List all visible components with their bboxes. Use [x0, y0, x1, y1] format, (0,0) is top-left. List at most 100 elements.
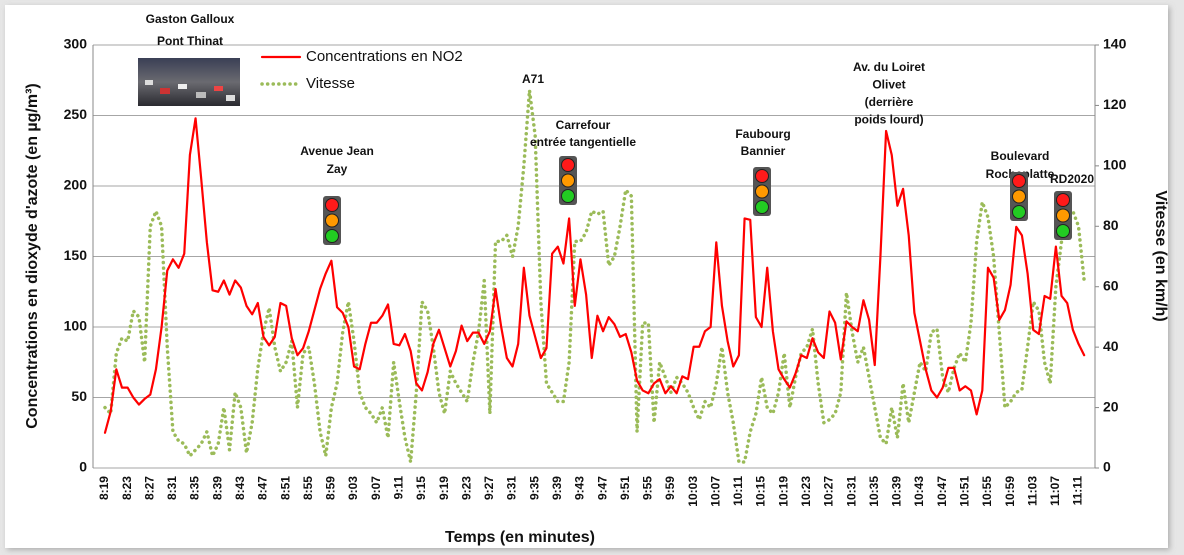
x-tick-label: 8:43 [233, 476, 247, 500]
annotation: Av. du Loiret [853, 60, 925, 74]
x-tick-label: 11:07 [1048, 476, 1062, 506]
traffic-light-lamp [325, 229, 339, 243]
x-tick-label: 9:11 [391, 476, 405, 500]
y2-tick-label: 120 [1103, 96, 1127, 112]
y-tick-label: 50 [71, 388, 87, 404]
x-axis-label: Temps (en minutes) [445, 529, 595, 546]
x-tick-label: 10:23 [799, 476, 813, 507]
y-tick-label: 100 [64, 318, 88, 334]
traffic-light-lamp [1012, 205, 1026, 219]
traffic-light-lamp [561, 158, 575, 172]
traffic-light-lamp [755, 184, 769, 199]
annotation: Olivet [872, 78, 905, 92]
y-tick-label: 300 [64, 36, 88, 52]
traffic-light-lamp [755, 200, 769, 214]
x-tick-label: 10:43 [912, 476, 926, 507]
x-tick-label: 8:23 [120, 476, 134, 500]
x-tick-label: 9:43 [573, 476, 587, 500]
x-tick-label: 8:35 [188, 476, 202, 500]
annotation: Zay [327, 162, 348, 176]
series-line [103, 88, 1086, 464]
x-tick-label: 11:11 [1071, 476, 1085, 506]
x-tick-label: 9:35 [527, 476, 541, 500]
x-tick-label: 8:47 [256, 476, 270, 500]
annotation: Boulevard [991, 149, 1050, 163]
annotation: Gaston Galloux [146, 12, 235, 26]
x-tick-label: 10:15 [754, 476, 768, 507]
y2-tick-label: 100 [1103, 157, 1127, 173]
annotation: RD2020 [1050, 172, 1094, 186]
annotation: poids lourd) [854, 113, 923, 127]
y-tick-label: 200 [64, 177, 88, 193]
traffic-light-lamp [325, 198, 339, 212]
x-tick-label: 10:07 [708, 476, 722, 507]
x-tick-label: 9:31 [505, 476, 519, 500]
y2-tick-label: 0 [1103, 459, 1111, 475]
annotation: Bannier [741, 144, 786, 158]
traffic-light-lamp [1056, 208, 1070, 223]
x-tick-label: 9:23 [459, 476, 473, 500]
x-tick-label: 8:39 [210, 476, 224, 500]
x-tick-label: 8:51 [278, 476, 292, 500]
x-tick-label: 9:03 [346, 476, 360, 500]
x-tick-label: 9:15 [414, 476, 428, 500]
y-tick-label: 150 [64, 247, 88, 263]
x-tick-label: 9:55 [641, 476, 655, 500]
traffic-light-lamp [561, 189, 575, 203]
y2-tick-label: 60 [1103, 277, 1119, 293]
traffic-light-lamp [325, 213, 339, 228]
x-tick-label: 10:55 [980, 476, 994, 507]
y2-tick-label: 40 [1103, 338, 1119, 354]
legend-label: Vitesse [306, 75, 355, 92]
x-tick-label: 8:19 [97, 476, 111, 500]
x-tick-label: 10:59 [1003, 476, 1017, 507]
traffic-light [323, 196, 341, 245]
annotation: entrée tangentielle [530, 135, 636, 149]
x-tick-label: 10:47 [935, 476, 949, 507]
x-tick-label: 10:51 [957, 476, 971, 507]
x-tick-label: 10:03 [686, 476, 700, 507]
traffic-light-lamp [755, 169, 769, 183]
x-tick-label: 8:59 [324, 476, 338, 500]
y-tick-label: 250 [64, 106, 88, 122]
traffic-light-lamp [1012, 189, 1026, 204]
y-tick-label: 0 [79, 459, 87, 475]
x-tick-label: 9:47 [595, 476, 609, 500]
traffic-light [1010, 172, 1028, 221]
x-tick-label: 10:27 [822, 476, 836, 507]
traffic-light-lamp [1056, 224, 1070, 238]
x-tick-label: 11:03 [1025, 476, 1039, 506]
traffic-light-lamp [1056, 193, 1070, 207]
x-tick-label: 8:55 [301, 476, 315, 500]
x-tick-label: 9:19 [437, 476, 451, 500]
x-tick-label: 10:39 [890, 476, 904, 507]
y-axis-label: Concentrations en dioxyde d'azote (en µg… [24, 83, 41, 429]
traffic-light [559, 156, 577, 205]
x-tick-label: 10:11 [731, 476, 745, 506]
x-tick-label: 10:31 [844, 476, 858, 507]
traffic-light-lamp [1012, 174, 1026, 188]
y2-axis-label: Vitesse (en km/h) [1152, 190, 1169, 321]
x-tick-label: 9:59 [663, 476, 677, 500]
x-tick-label: 9:39 [550, 476, 564, 500]
traffic-light-lamp [561, 173, 575, 188]
annotation: Pont Thinat [157, 34, 223, 48]
x-tick-label: 9:51 [618, 476, 632, 500]
x-tick-label: 8:27 [142, 476, 156, 500]
series-line [103, 117, 1086, 434]
annotation: Carrefour [556, 118, 611, 132]
traffic-light [1054, 191, 1072, 240]
annotation: Avenue Jean [300, 144, 374, 158]
traffic-light [753, 167, 771, 216]
annotation: A71 [522, 72, 544, 86]
y2-tick-label: 20 [1103, 398, 1119, 414]
x-tick-label: 10:35 [867, 476, 881, 507]
photo [138, 58, 240, 106]
x-tick-label: 9:27 [482, 476, 496, 500]
legend-label: Concentrations en NO2 [306, 48, 463, 65]
y2-tick-label: 140 [1103, 36, 1127, 52]
x-tick-label: 10:19 [776, 476, 790, 507]
x-tick-label: 9:07 [369, 476, 383, 500]
annotation: (derrière [865, 95, 914, 109]
